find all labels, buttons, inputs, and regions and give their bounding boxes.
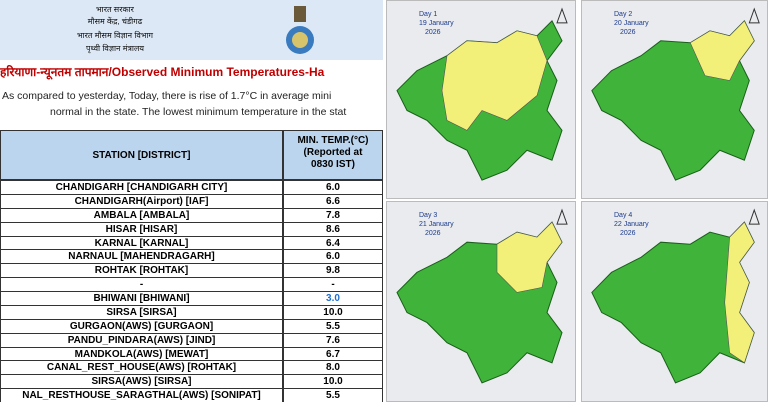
- table-header-cell: STATION [DISTRICT]: [0, 130, 283, 180]
- station-cell: BHIWANI [BHIWANI]: [0, 291, 283, 306]
- temp-cell: 6.4: [283, 235, 383, 251]
- map-panel: Day 1 19 January 2026: [386, 0, 576, 199]
- temp-cell: 8.0: [283, 360, 383, 376]
- temp-cell: 10.0: [283, 374, 383, 390]
- temp-cell: 5.5: [283, 388, 383, 402]
- temp-cell: 7.8: [283, 207, 383, 223]
- map-panel: Day 3 21 January 2026: [386, 201, 576, 402]
- map-shape: [591, 208, 760, 384]
- map-shape: [591, 7, 760, 181]
- emblem: [286, 6, 314, 54]
- station-cell: MANDKOLA(AWS) [MEWAT]: [0, 346, 283, 362]
- map-day: Day 1: [419, 11, 438, 18]
- map-day: Day 3: [419, 212, 438, 219]
- station-cell: ROHTAK [ROHTAK]: [0, 263, 283, 279]
- map-shape: [396, 7, 568, 181]
- station-cell: SIRSA(AWS) [SIRSA]: [0, 374, 283, 390]
- station-cell: HISAR [HISAR]: [0, 221, 283, 237]
- paragraph-line: As compared to yesterday, Today, there i…: [2, 90, 332, 102]
- station-cell: GURGAON(AWS) [GURGAON]: [0, 318, 283, 334]
- header-line: भारत मौसम विज्ञान विभाग: [76, 31, 154, 40]
- station-cell: CANAL_REST_HOUSE(AWS) [ROHTAK]: [0, 360, 283, 376]
- station-cell: SIRSA [SIRSA]: [0, 304, 283, 320]
- map-day: Day 4: [614, 212, 633, 219]
- temp-cell: 3.0: [283, 291, 383, 306]
- temp-cell: 6.0: [283, 180, 383, 195]
- temp-cell: 8.6: [283, 221, 383, 237]
- header: भारत सरकार मौसम केंद्र, चंडीगढ भारत मौसम…: [0, 0, 383, 60]
- temp-cell: 9.8: [283, 263, 383, 279]
- map-panel: Day 2 20 January 2026: [581, 0, 768, 199]
- map-day: Day 2: [614, 11, 633, 18]
- map-year: 2026: [425, 230, 441, 237]
- map-date: 19 January: [419, 20, 454, 27]
- map-panel: Day 4 22 January 2026: [581, 201, 768, 402]
- station-cell: KARNAL [KARNAL]: [0, 235, 283, 251]
- header-line: भारत सरकार: [96, 5, 134, 14]
- map-date: 20 January: [614, 20, 649, 27]
- station-cell: NAL_RESTHOUSE_SARAGTHAL(AWS) [SONIPAT]: [0, 388, 283, 402]
- temp-cell: 10.0: [283, 304, 383, 320]
- header-line: पृथ्वी विज्ञान मंत्रालय: [85, 44, 145, 53]
- station-cell: NARNAUL [MAHENDRAGARH]: [0, 249, 283, 265]
- temp-cell: 6.0: [283, 249, 383, 265]
- temp-cell: 5.5: [283, 318, 383, 334]
- map-year: 2026: [425, 29, 441, 36]
- table-header-line: (Reported at: [303, 147, 363, 158]
- header-line: मौसम केंद्र, चंडीगढ: [87, 17, 143, 26]
- map-year: 2026: [620, 230, 636, 237]
- paragraph-line: normal in the state. The lowest minimum …: [50, 106, 347, 118]
- station-cell: PANDU_PINDARA(AWS) [JIND]: [0, 332, 283, 348]
- station-cell: -: [0, 277, 283, 292]
- station-cell: CHANDIGARH(Airport) [IAF]: [0, 193, 283, 209]
- map-year: 2026: [620, 29, 636, 36]
- table: STATION [DISTRICT] MIN. TEMP.(°C) (Reporte…: [0, 130, 383, 402]
- map-date: 22 January: [614, 221, 649, 228]
- temp-cell: 6.7: [283, 346, 383, 362]
- table-header-line: MIN. TEMP.(°C): [297, 135, 369, 146]
- table-header-line: 0830 IST): [311, 159, 355, 170]
- map-date: 21 January: [419, 221, 454, 228]
- temp-cell: 7.6: [283, 332, 383, 348]
- station-cell: AMBALA [AMBALA]: [0, 207, 283, 223]
- temp-cell: 6.6: [283, 193, 383, 209]
- title: हरियाणा-न्यूनतम तापमान/Observed Minimum …: [0, 65, 325, 79]
- table-header-cell: MIN. TEMP.(°C) (Reported at 0830 IST): [283, 130, 383, 180]
- station-cell: CHANDIGARH [CHANDIGARH CITY]: [0, 180, 283, 195]
- map-shape: [396, 208, 568, 384]
- temp-cell: -: [283, 277, 383, 292]
